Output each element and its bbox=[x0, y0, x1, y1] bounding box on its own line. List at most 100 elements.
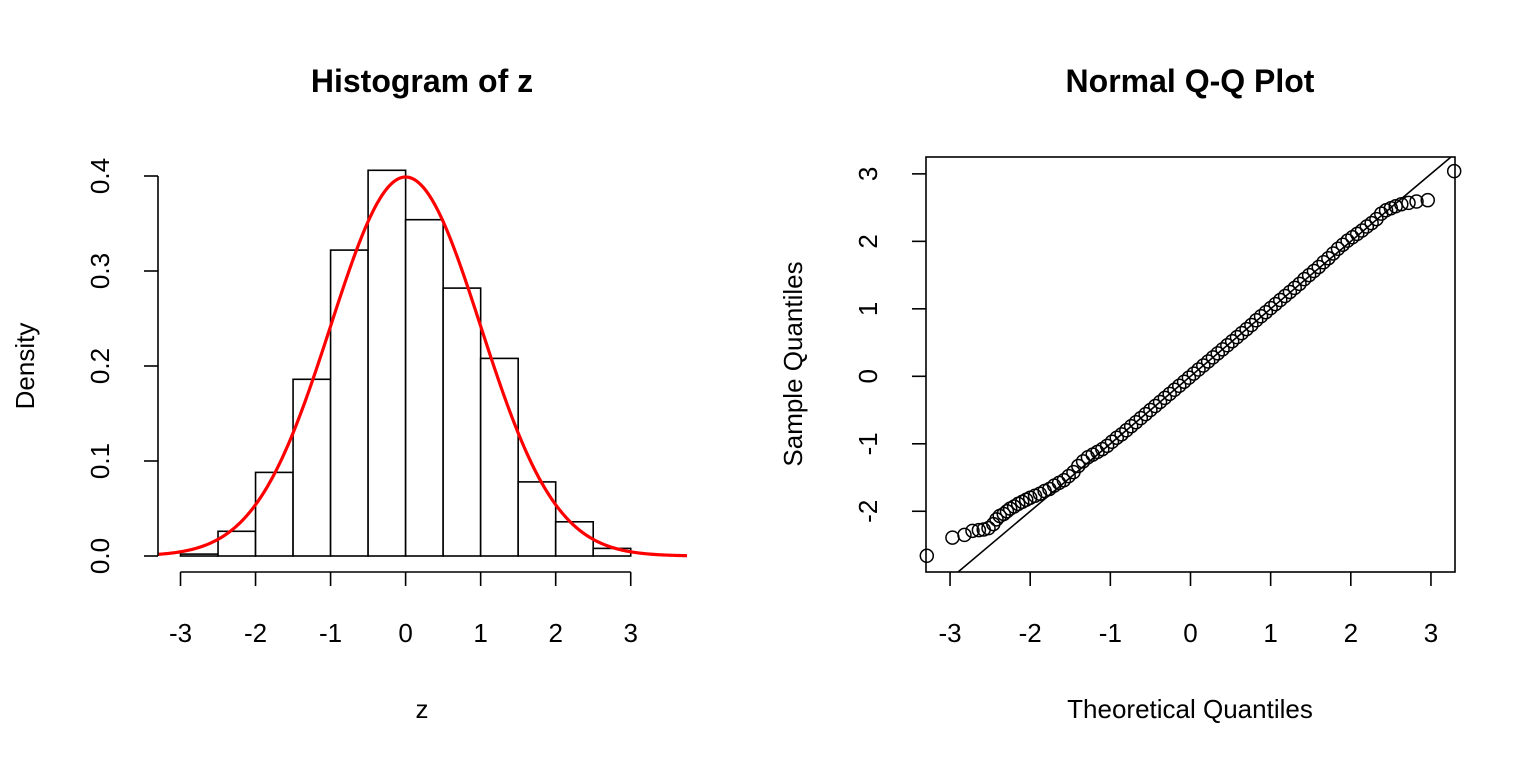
qq-point bbox=[1128, 414, 1144, 430]
qq-point bbox=[1234, 325, 1250, 341]
histogram-y-tick-label: 0.2 bbox=[85, 348, 115, 384]
qq-point bbox=[1394, 196, 1409, 212]
histogram-y-axis: 0.0 0.1 0.2 0.3 0.4 bbox=[85, 158, 159, 574]
qq-point bbox=[1172, 378, 1187, 394]
qq-y-axis-label: Sample Quantiles bbox=[778, 261, 808, 466]
histogram-panel: Histogram of z z Density -3 -2 -1 0 1 2 3 0.00… bbox=[10, 63, 688, 724]
qq-point bbox=[1220, 338, 1235, 353]
qq-points bbox=[919, 163, 1462, 564]
qq-point bbox=[1205, 350, 1221, 365]
qq-point bbox=[1292, 276, 1307, 292]
histogram-bar bbox=[517, 481, 557, 557]
qq-point bbox=[945, 530, 960, 545]
qq-point bbox=[1287, 280, 1302, 296]
qq-plot-box bbox=[925, 156, 1456, 573]
qq-y-tick-label: 3 bbox=[853, 167, 883, 181]
qq-point bbox=[1273, 292, 1288, 308]
histogram-x-axis: -3 -2 -1 0 1 2 3 bbox=[169, 571, 638, 648]
qq-point bbox=[1311, 259, 1326, 275]
qq-point bbox=[1006, 499, 1022, 514]
qq-point bbox=[1176, 374, 1192, 389]
qq-point bbox=[1258, 304, 1274, 320]
qq-point bbox=[1248, 313, 1264, 328]
qq-point bbox=[1215, 342, 1230, 357]
qq-point bbox=[1099, 438, 1115, 454]
qq-point bbox=[1268, 296, 1283, 312]
qq-point bbox=[971, 522, 987, 538]
qq-point bbox=[1196, 358, 1211, 373]
qq-point bbox=[1056, 472, 1072, 488]
qq-point bbox=[1138, 406, 1153, 422]
qq-point bbox=[989, 512, 1004, 527]
qq-point bbox=[1301, 267, 1317, 283]
qq-point bbox=[1306, 263, 1322, 279]
qq-point bbox=[1364, 215, 1379, 231]
qq-point bbox=[1253, 309, 1269, 324]
histogram-y-axis-label: Density bbox=[10, 323, 40, 410]
histogram-x-axis-label: z bbox=[416, 694, 429, 724]
qq-point bbox=[919, 548, 935, 564]
qq-point bbox=[1263, 300, 1278, 316]
qq-x-tick-label: -1 bbox=[1099, 618, 1122, 648]
qq-point bbox=[1095, 441, 1110, 457]
qq-point bbox=[1359, 219, 1375, 234]
qq-x-tick-label: -2 bbox=[1019, 618, 1042, 648]
qq-point bbox=[1200, 354, 1216, 369]
qq-point bbox=[981, 520, 996, 536]
qq-y-axis: -2 -1 0 1 2 3 bbox=[853, 167, 926, 523]
qq-point bbox=[1277, 288, 1293, 304]
histogram-y-tick-label: 0.1 bbox=[85, 443, 115, 479]
qq-point bbox=[1147, 398, 1163, 414]
histogram-bar bbox=[442, 287, 482, 557]
histogram-x-tick-label: 3 bbox=[623, 618, 637, 648]
qq-point bbox=[1167, 382, 1182, 398]
qq-plot-title: Normal Q-Q Plot bbox=[1066, 63, 1315, 99]
histogram-bar bbox=[329, 249, 369, 557]
qq-y-tick-label: 1 bbox=[853, 302, 883, 316]
histogram-y-tick-label: 0.0 bbox=[85, 538, 115, 574]
histogram-x-tick-label: -3 bbox=[169, 618, 192, 648]
qq-point bbox=[1224, 333, 1240, 349]
qq-point bbox=[965, 523, 980, 539]
qq-point bbox=[1349, 226, 1365, 242]
qq-y-tick-label: 2 bbox=[853, 234, 883, 248]
histogram-y-tick-label: 0.3 bbox=[85, 253, 115, 289]
qq-point bbox=[1297, 271, 1312, 287]
qq-y-tick-label: 0 bbox=[853, 369, 883, 383]
qq-point bbox=[999, 504, 1015, 519]
histogram-bar bbox=[479, 357, 519, 557]
qq-point bbox=[1316, 255, 1331, 270]
qq-point bbox=[957, 527, 972, 543]
histogram-x-tick-label: 0 bbox=[398, 618, 412, 648]
qq-point bbox=[1162, 386, 1177, 402]
qq-point bbox=[1157, 390, 1173, 406]
histogram-bar bbox=[179, 553, 219, 557]
qq-point bbox=[1244, 317, 1259, 333]
qq-x-tick-label: -3 bbox=[938, 618, 961, 648]
histogram-bar bbox=[254, 471, 294, 557]
qq-point bbox=[1229, 329, 1245, 345]
qq-point bbox=[1143, 402, 1158, 418]
qq-point bbox=[1340, 233, 1355, 248]
qq-x-tick-label: 1 bbox=[1263, 618, 1277, 648]
qq-point bbox=[1325, 246, 1341, 261]
qq-point bbox=[1210, 346, 1226, 361]
histogram-title: Histogram of z bbox=[311, 63, 533, 99]
qq-point bbox=[1186, 366, 1201, 381]
qq-point bbox=[1071, 458, 1086, 474]
qq-point bbox=[1420, 192, 1435, 208]
qq-point bbox=[1090, 444, 1105, 460]
qq-point bbox=[1114, 427, 1129, 442]
qq-y-tick-label: -1 bbox=[853, 432, 883, 455]
qq-point bbox=[1109, 430, 1125, 445]
qq-point bbox=[1239, 321, 1254, 337]
qq-point bbox=[1191, 362, 1206, 377]
qq-plot-panel: Normal Q-Q Plot Theoretical Quantiles Sa… bbox=[778, 63, 1462, 724]
qq-point bbox=[1119, 423, 1134, 438]
qq-point bbox=[1354, 223, 1370, 238]
histogram-bar bbox=[404, 218, 444, 557]
qq-x-axis: -3 -2 -1 0 1 2 3 bbox=[938, 572, 1438, 648]
qq-x-axis-label: Theoretical Quantiles bbox=[1067, 694, 1313, 724]
histogram-y-tick-label: 0.4 bbox=[85, 158, 115, 194]
